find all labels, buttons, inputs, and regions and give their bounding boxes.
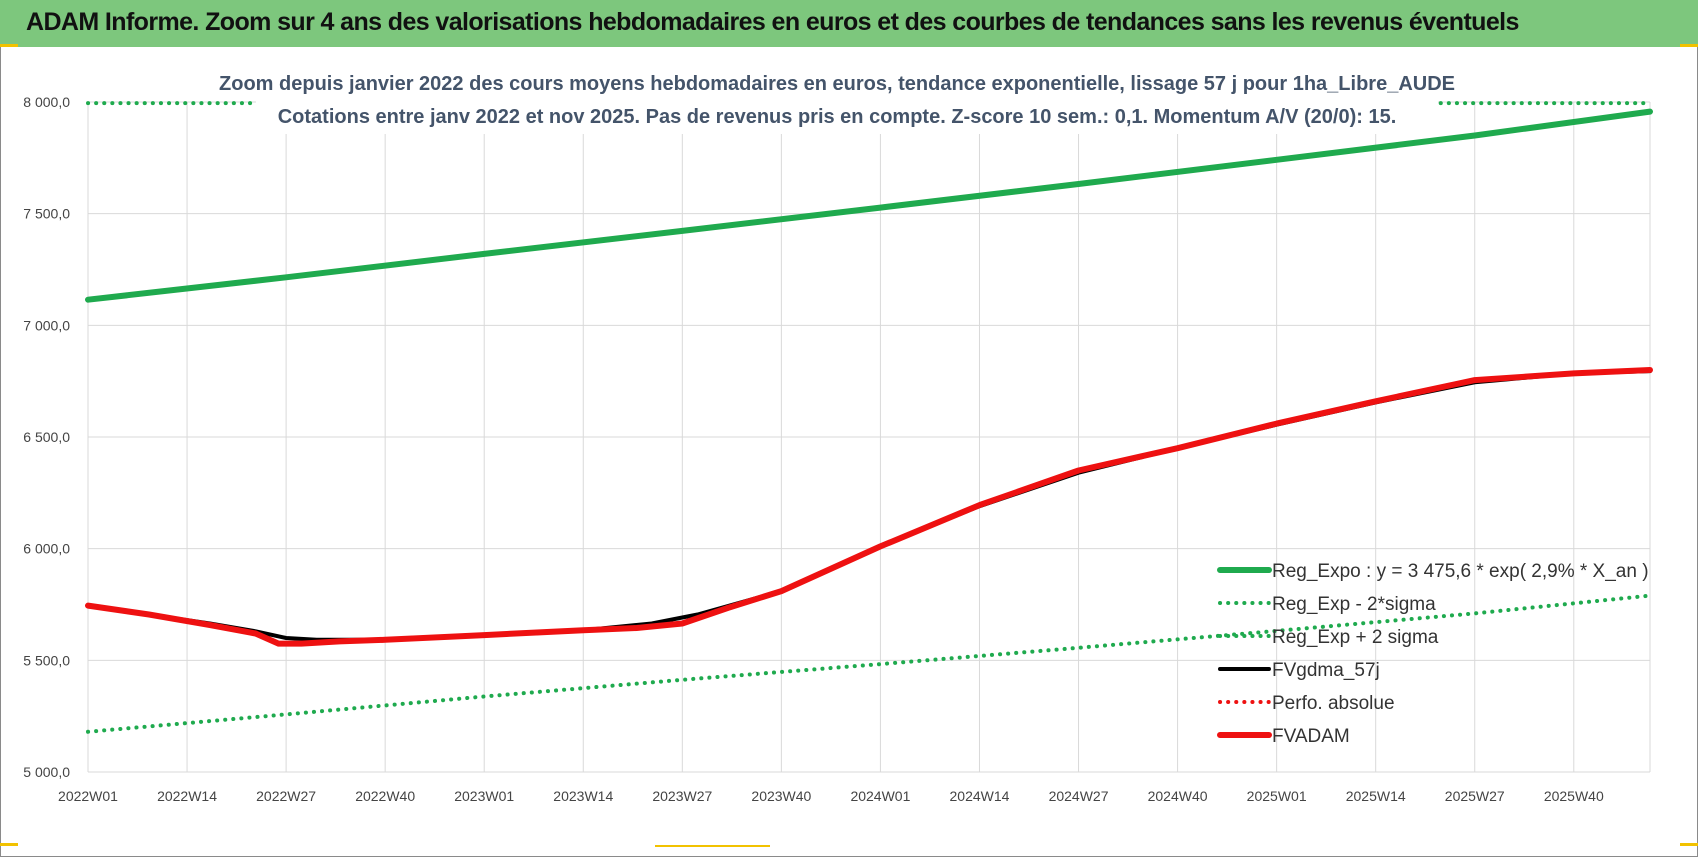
x-tick-label: 2022W01 bbox=[58, 788, 118, 804]
corner-mark bbox=[1680, 843, 1698, 846]
chart-title: Zoom depuis janvier 2022 des cours moyen… bbox=[219, 73, 1455, 95]
x-tick-label: 2025W27 bbox=[1445, 788, 1505, 804]
x-tick-label: 2023W01 bbox=[454, 788, 514, 804]
title-background bbox=[256, 62, 1438, 134]
y-tick-label: 5 000,0 bbox=[23, 764, 70, 780]
corner-mark bbox=[1680, 44, 1698, 47]
page-title: ADAM Informe. Zoom sur 4 ans des valoris… bbox=[26, 8, 1519, 36]
x-tick-label: 2022W14 bbox=[157, 788, 217, 804]
x-tick-label: 2023W14 bbox=[553, 788, 613, 804]
legend-label: FVADAM bbox=[1272, 726, 1350, 747]
x-tick-label: 2024W40 bbox=[1148, 788, 1208, 804]
series-line-1 bbox=[86, 593, 1652, 734]
x-tick-label: 2024W14 bbox=[950, 788, 1010, 804]
corner-mark bbox=[655, 845, 770, 847]
x-tick-label: 2024W27 bbox=[1049, 788, 1109, 804]
legend-label: Reg_Exp + 2 sigma bbox=[1272, 627, 1439, 648]
x-tick-label: 2022W40 bbox=[355, 788, 415, 804]
x-tick-label: 2025W14 bbox=[1346, 788, 1406, 804]
legend-label: FVgdma_57j bbox=[1272, 660, 1380, 681]
y-tick-label: 5 500,0 bbox=[23, 652, 70, 668]
legend-label: Reg_Exp - 2*sigma bbox=[1272, 594, 1436, 615]
y-tick-label: 8 000,0 bbox=[23, 94, 70, 110]
x-tick-label: 2022W27 bbox=[256, 788, 316, 804]
series-line-5 bbox=[85, 367, 1653, 647]
y-tick-label: 7 000,0 bbox=[23, 317, 70, 333]
x-tick-label: 2025W40 bbox=[1544, 788, 1604, 804]
x-tick-label: 2025W01 bbox=[1247, 788, 1307, 804]
legend-label: Perfo. absolue bbox=[1272, 693, 1395, 714]
corner-mark bbox=[0, 44, 18, 47]
y-tick-label: 6 000,0 bbox=[23, 541, 70, 557]
y-tick-label: 6 500,0 bbox=[23, 429, 70, 445]
corner-mark bbox=[0, 843, 18, 846]
legend-label: Reg_Expo : y = 3 475,6 * exp( 2,9% * X_a… bbox=[1272, 561, 1649, 582]
x-tick-label: 2024W01 bbox=[850, 788, 910, 804]
x-tick-label: 2023W27 bbox=[652, 788, 712, 804]
chart-subtitle: Cotations entre janv 2022 et nov 2025. P… bbox=[278, 106, 1397, 128]
series-line-0 bbox=[85, 108, 1653, 303]
header-bar: ADAM Informe. Zoom sur 4 ans des valoris… bbox=[0, 0, 1698, 47]
x-tick-label: 2023W40 bbox=[751, 788, 811, 804]
y-tick-label: 7 500,0 bbox=[23, 206, 70, 222]
